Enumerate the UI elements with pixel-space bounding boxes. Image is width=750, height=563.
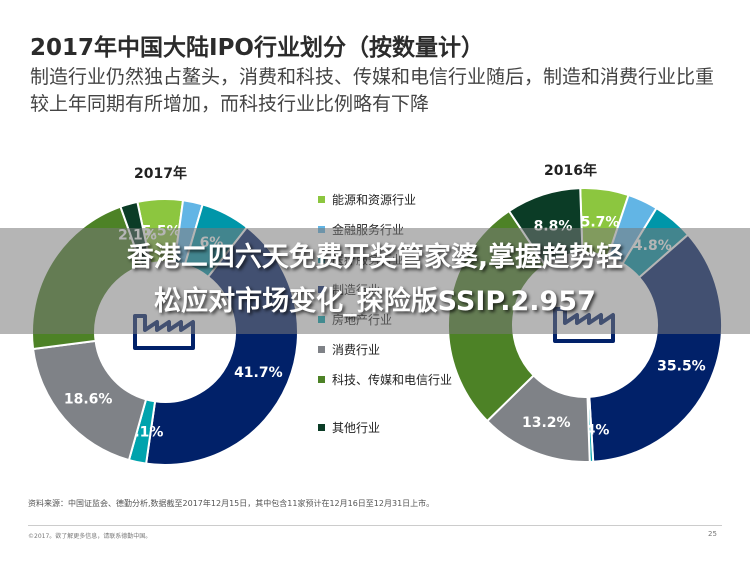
watermark-band bbox=[0, 228, 750, 334]
chart-2017-title: 2017年 bbox=[134, 166, 187, 182]
slice-value-label: 5.7% bbox=[581, 215, 620, 231]
legend-item: 其他行业 bbox=[318, 420, 468, 450]
slice-value-label: 35.5% bbox=[657, 358, 706, 374]
legend-swatch bbox=[318, 424, 325, 431]
legend-item: 消费行业 bbox=[318, 342, 468, 372]
chart-2016-title: 2016年 bbox=[544, 163, 597, 179]
source-note: 资料来源：中国证监会、德勤分析,数据截至2017年12月15日，其中包含11家预… bbox=[28, 499, 435, 508]
legend-swatch bbox=[318, 376, 325, 383]
legend-item: 能源和资源行业 bbox=[318, 192, 468, 222]
slide-subtitle: 制造行业仍然独占鳌头，消费和科技、传媒和电信行业随后，制造和消费行业比重较上年同… bbox=[30, 66, 715, 115]
legend-item: 科技、传媒和电信行业 bbox=[318, 372, 468, 420]
footer-divider bbox=[28, 525, 722, 526]
legend-label: 能源和资源行业 bbox=[332, 193, 417, 207]
slice-value-label: 13.2% bbox=[522, 415, 571, 431]
slice-value-label: 41.7% bbox=[234, 365, 283, 381]
watermark-line-2: 松应对市场变化_探险版SSIP.2.957 bbox=[154, 286, 596, 317]
slide-title: 2017年中国大陆IPO行业划分（按数量计） bbox=[30, 35, 484, 61]
slice-value-label: 18.6% bbox=[64, 391, 113, 407]
page-number: 25 bbox=[708, 530, 717, 538]
watermark-line-1: 香港二四六天免费开奖管家婆,掌握趋势轻 bbox=[126, 242, 624, 273]
legend-label: 科技、传媒和电信行业 bbox=[332, 373, 453, 387]
legend-swatch bbox=[318, 346, 325, 353]
footer-copyright: ©2017。欲了解更多信息，请联系德勤中国。 bbox=[28, 533, 152, 540]
legend-label: 其他行业 bbox=[332, 421, 381, 435]
legend-swatch bbox=[318, 196, 325, 203]
legend-label: 消费行业 bbox=[332, 343, 381, 357]
watermark-text: 香港二四六天免费开奖管家婆,掌握趋势轻 松应对市场变化_探险版SSIP.2.95… bbox=[20, 236, 730, 324]
donut-slice bbox=[31, 339, 148, 462]
